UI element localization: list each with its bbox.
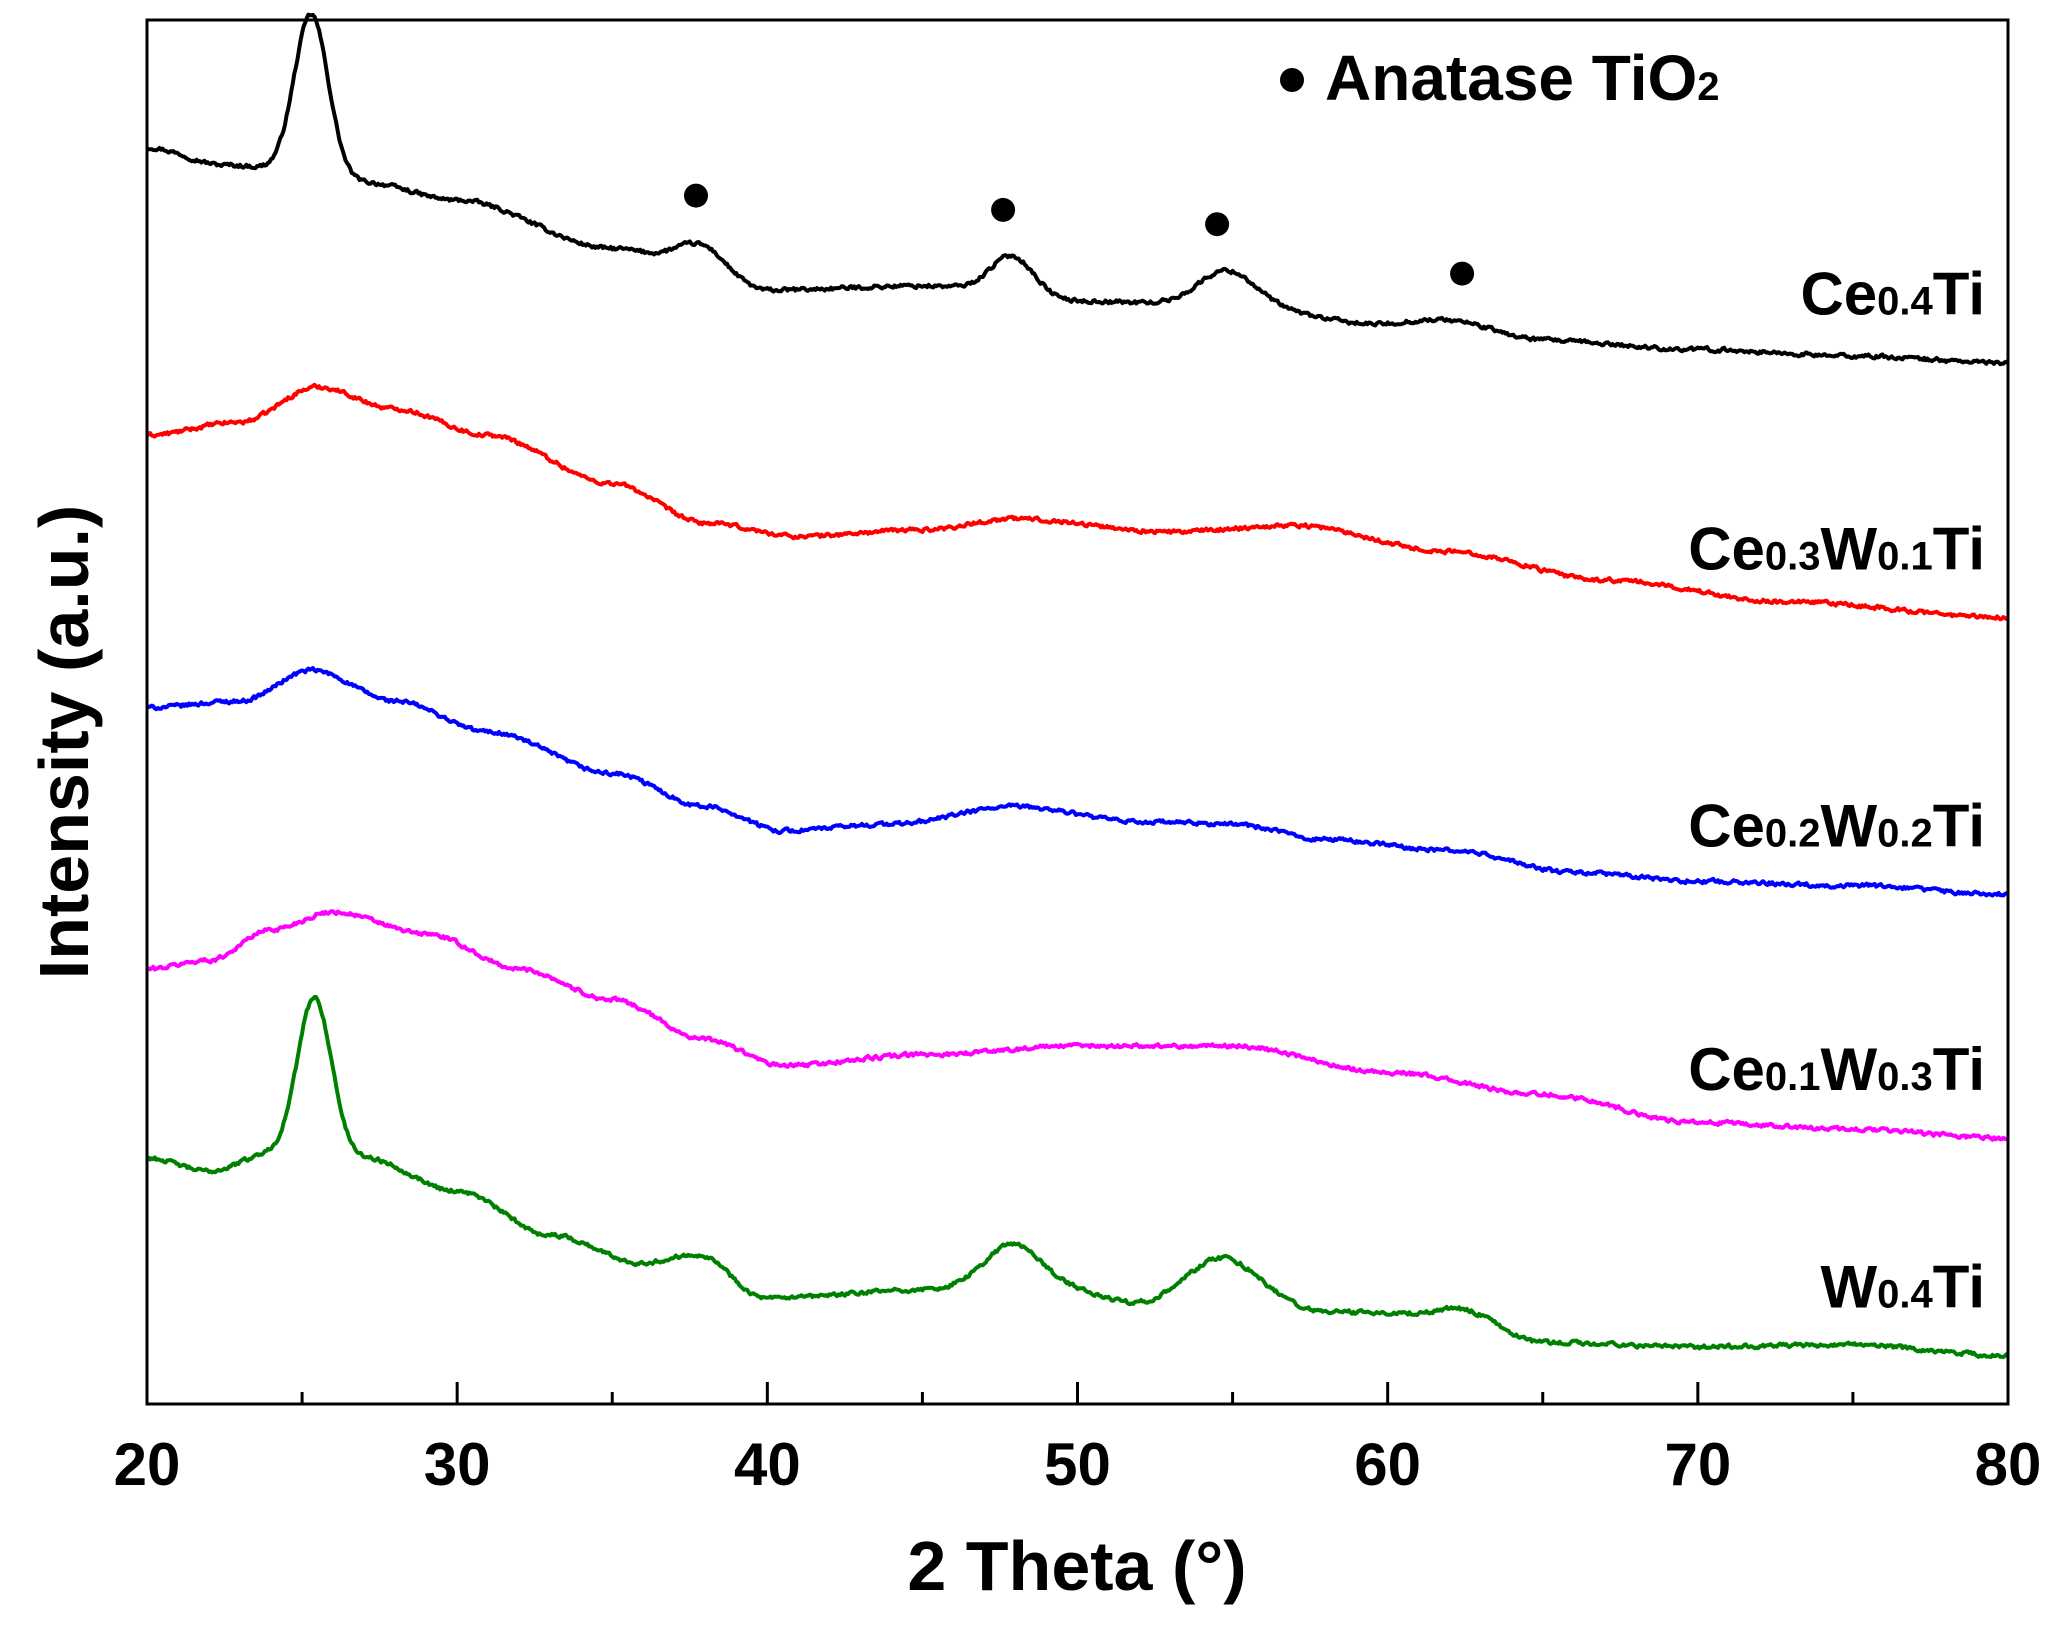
series-label-Ce0.3W0.1Ti: Ce0.3W0.1Ti [1688, 516, 1985, 583]
series-labels: Ce0.4Ti Ce0.3W0.1Ti Ce0.2W0.2Ti Ce0.1W0.3Ti… [1688, 261, 1985, 1321]
anatase-peak-marker [684, 183, 708, 208]
series-line-W0.4Ti [146, 995, 2010, 1360]
plot-frame [145, 18, 2010, 1406]
anatase-peak-marker [1205, 212, 1230, 237]
legend-marker [1280, 68, 1304, 92]
anatase-peak-marker [991, 197, 1016, 222]
legend-label: Anatase TiO [1325, 42, 1697, 114]
series-line-Ce0.4Ti [145, 12, 2010, 367]
series-line-Ce0.1W0.3Ti [146, 909, 2010, 1142]
series-label-Ce0.2W0.2Ti: Ce0.2W0.2Ti [1688, 792, 1985, 859]
x-tick-label: 50 [1044, 1431, 1111, 1498]
x-tick-label: 70 [1664, 1431, 1731, 1498]
x-tick-label: 60 [1354, 1431, 1421, 1498]
x-tick-label: 80 [1975, 1431, 2042, 1498]
series-label-Ce0.4Ti: Ce0.4Ti [1800, 261, 1985, 328]
anatase-peak-markers [684, 183, 1475, 286]
series-curves [145, 12, 2010, 1360]
legend-text: Anatase TiO2 [1325, 42, 1720, 114]
series-line-Ce0.3W0.1Ti [145, 382, 2009, 622]
series-line-Ce0.2W0.2Ti [145, 666, 2009, 898]
x-tick-label: 40 [734, 1431, 801, 1498]
legend-subscript: 2 [1697, 65, 1719, 109]
legend: Anatase TiO2 [1280, 42, 1720, 114]
series-label-W0.4Ti: W0.4Ti [1821, 1254, 1986, 1321]
anatase-peak-marker [1450, 261, 1475, 286]
series-label-Ce0.1W0.3Ti: Ce0.1W0.3Ti [1688, 1036, 1985, 1103]
x-axis-ticks [145, 1382, 2010, 1404]
y-axis-title: Intensity (a.u.) [25, 505, 103, 979]
x-tick-label: 30 [424, 1431, 491, 1498]
x-axis-tick-labels: 20 30 40 50 60 70 80 [114, 1431, 2042, 1498]
x-tick-label: 20 [114, 1431, 181, 1498]
x-axis-title: 2 Theta (°) [907, 1527, 1246, 1605]
